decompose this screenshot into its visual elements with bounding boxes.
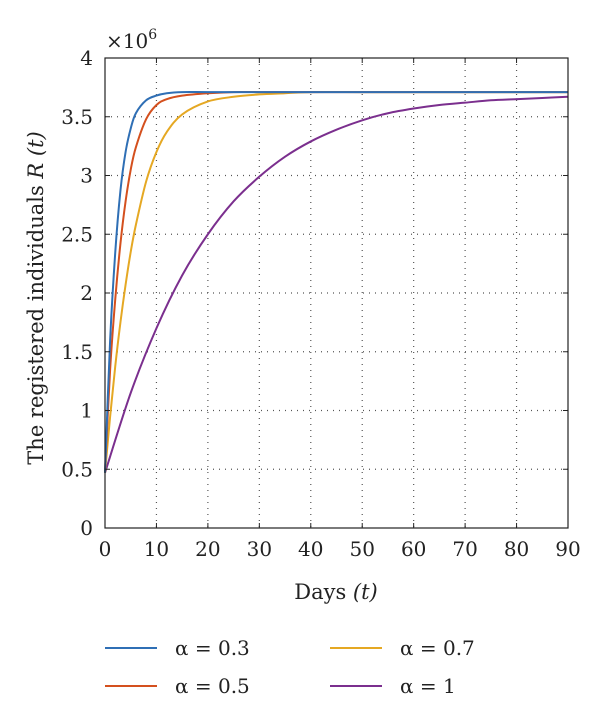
y-multiplier-base: ×10 xyxy=(106,29,148,53)
y-axis-label-var: R (t) xyxy=(24,131,48,179)
x-tick-label: 90 xyxy=(555,537,580,561)
x-tick-label: 70 xyxy=(452,537,477,561)
x-axis-label-var: (t) xyxy=(353,580,378,604)
x-tick-label: 10 xyxy=(144,537,169,561)
legend-label-3: α = 0.7 xyxy=(400,636,475,660)
series-lines xyxy=(104,90,569,474)
series-line-1 xyxy=(104,90,568,473)
y-tick-label: 0.5 xyxy=(61,457,93,481)
x-tick-label: 40 xyxy=(298,537,323,561)
series-line-4 xyxy=(104,95,569,474)
legend: α = 0.3 α = 0.7 α = 0.5 α = 1 xyxy=(105,636,475,698)
y-tick-label: 3.5 xyxy=(61,105,93,129)
series-line-3 xyxy=(104,90,568,473)
y-axis-label: The registered individuals R (t) xyxy=(24,131,48,464)
legend-label-2: α = 0.5 xyxy=(175,674,250,698)
x-axis-label: Days (t) xyxy=(294,580,378,604)
y-tick-label: 4 xyxy=(80,46,93,70)
x-tick-label: 80 xyxy=(504,537,529,561)
axis-ticks: 0 10 20 30 40 50 60 70 80 90 0 0.5 1 1.5 2 2.5 3 3.5 4 xyxy=(61,46,581,561)
x-tick-label: 50 xyxy=(349,537,374,561)
y-tick-label: 1 xyxy=(80,399,93,423)
x-tick-label: 20 xyxy=(195,537,220,561)
grid-lines xyxy=(105,58,568,528)
legend-label-1: α = 0.3 xyxy=(175,636,250,660)
plot-frame xyxy=(104,57,569,529)
y-axis-label-text: The registered individuals xyxy=(24,179,48,465)
legend-label-4: α = 1 xyxy=(400,674,456,698)
y-tick-label: 2.5 xyxy=(61,222,93,246)
series-line-2 xyxy=(104,90,568,473)
y-tick-label: 0 xyxy=(80,516,93,540)
y-multiplier-exponent: 6 xyxy=(148,27,157,43)
x-tick-label: 60 xyxy=(401,537,426,561)
y-tick-label: 3 xyxy=(80,164,93,188)
x-axis-label-text: Days xyxy=(294,580,353,604)
x-tick-label: 30 xyxy=(247,537,272,561)
y-multiplier: ×106 xyxy=(106,27,157,53)
y-tick-label: 1.5 xyxy=(61,340,93,364)
x-tick-label: 0 xyxy=(99,537,112,561)
y-tick-label: 2 xyxy=(80,281,93,305)
